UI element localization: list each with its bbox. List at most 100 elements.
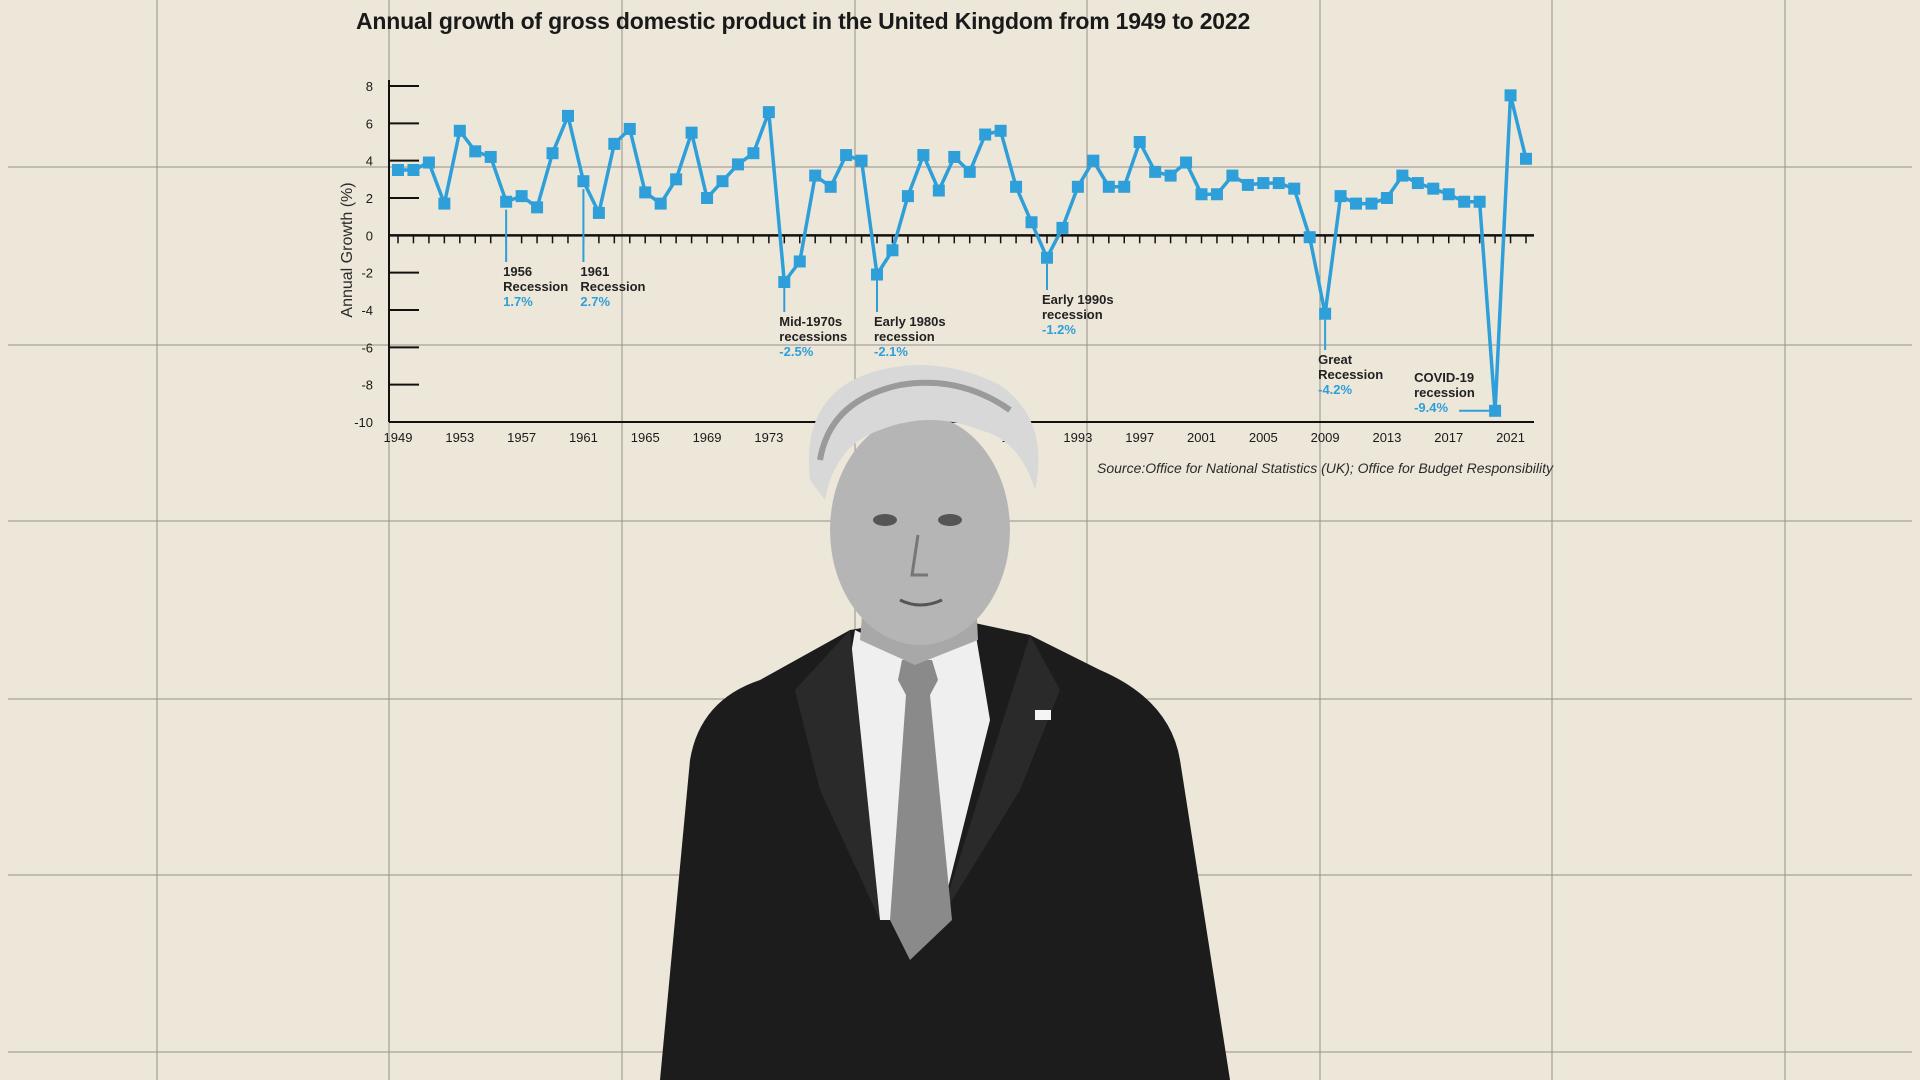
data-point — [1133, 136, 1146, 148]
data-point — [531, 201, 544, 214]
data-point — [1520, 152, 1532, 165]
data-point — [1303, 231, 1316, 244]
annotation-value: -2.5% — [779, 344, 814, 359]
data-point — [1473, 195, 1486, 208]
x-tick-label: 1965 — [631, 430, 660, 445]
data-point — [654, 197, 667, 210]
data-point — [1350, 197, 1363, 210]
data-point — [1504, 89, 1517, 102]
data-point — [855, 154, 868, 167]
x-tick-label: 2017 — [1434, 430, 1463, 445]
data-point — [948, 150, 961, 163]
data-point — [422, 156, 435, 169]
data-point — [1180, 156, 1193, 169]
data-point — [500, 195, 513, 208]
y-tick-label: 8 — [366, 79, 373, 94]
data-point — [1458, 195, 1471, 208]
data-point — [994, 124, 1007, 137]
data-point — [469, 145, 482, 158]
data-point — [438, 197, 451, 210]
x-tick-label: 2013 — [1372, 430, 1401, 445]
data-point — [731, 158, 744, 171]
data-point — [1319, 307, 1332, 320]
annotation-label: 1961 — [580, 264, 610, 279]
y-tick-label: 2 — [366, 191, 373, 206]
annotation-label: Mid-1970s — [779, 314, 843, 329]
data-point — [886, 244, 899, 257]
data-point — [778, 276, 791, 288]
data-point — [561, 109, 574, 122]
data-point — [1164, 169, 1177, 182]
data-point — [871, 268, 884, 281]
annotation: Great Recession -4.2% — [1318, 352, 1383, 397]
data-point — [1025, 216, 1038, 229]
data-point — [1010, 180, 1023, 193]
x-tick-label: 1949 — [384, 430, 413, 445]
y-tick-label: 6 — [366, 116, 373, 131]
data-point — [1365, 197, 1378, 210]
data-point — [809, 169, 822, 182]
annotation-value: 2.7% — [580, 294, 611, 309]
data-point — [1149, 165, 1162, 178]
data-point — [670, 173, 683, 186]
data-point — [1241, 178, 1254, 191]
data-point — [1195, 188, 1208, 201]
data-point — [592, 206, 605, 219]
annotation: Mid-1970s recessions -2.5% — [779, 314, 847, 359]
data-point — [1334, 190, 1347, 203]
x-tick-label: 1969 — [693, 430, 722, 445]
data-point — [1056, 221, 1069, 234]
data-point — [1102, 180, 1115, 193]
annotation-value: -4.2% — [1318, 382, 1353, 397]
data-point — [963, 165, 976, 178]
data-point — [793, 255, 806, 268]
data-point — [1257, 177, 1270, 190]
data-point — [639, 186, 652, 199]
y-axis-label: Annual Growth (%) — [339, 182, 356, 318]
y-tick-label: -6 — [361, 340, 373, 355]
data-point — [747, 147, 760, 160]
data-point — [1396, 169, 1409, 182]
data-point — [1288, 182, 1301, 195]
data-point — [716, 175, 729, 188]
data-point — [762, 106, 775, 119]
data-point — [484, 150, 497, 163]
annotation: 1956 Recession 1.7% — [503, 264, 568, 309]
annotation: Early 1980s recession -2.1% — [874, 314, 946, 359]
annotation: 1961 Recession 2.7% — [580, 264, 645, 309]
data-point — [453, 124, 466, 137]
annotation: Early 1990s recession -1.2% — [1042, 292, 1114, 337]
data-point — [515, 190, 528, 203]
data-point — [1226, 169, 1239, 182]
annotation-value: -2.1% — [874, 344, 908, 359]
data-point — [1489, 404, 1502, 417]
data-point — [1272, 177, 1285, 190]
x-tick-label: 1957 — [507, 430, 536, 445]
data-point — [917, 149, 930, 162]
x-tick-label: 1961 — [569, 430, 598, 445]
chart-title: Annual growth of gross domestic product … — [356, 8, 1251, 34]
source-note: Source:Office for National Statistics (U… — [1097, 460, 1553, 476]
annotation-label: 1956 — [503, 264, 533, 279]
data-point — [1071, 180, 1084, 193]
annotation-label: recession — [1041, 307, 1103, 322]
data-point — [1118, 180, 1131, 193]
annotation-label: Recession — [580, 279, 646, 294]
annotation-label: Recession — [1318, 367, 1384, 382]
data-point — [1087, 154, 1100, 167]
annotation-value: 1.7% — [503, 294, 533, 309]
annotation-label: recession — [874, 329, 935, 344]
data-point — [577, 175, 590, 188]
annotation-label: Great — [1318, 352, 1353, 367]
data-point — [1427, 182, 1440, 195]
data-point — [685, 126, 698, 139]
data-point — [1210, 188, 1223, 201]
annotation: COVID-19 recession -9.4% — [1414, 370, 1475, 415]
y-tick-label: -10 — [354, 415, 373, 430]
y-tick-label: 0 — [366, 228, 373, 243]
data-point — [840, 149, 853, 162]
x-tick-label: 1993 — [1063, 430, 1092, 445]
x-tick-label: 1953 — [445, 430, 474, 445]
annotation-label: recessions — [779, 329, 848, 344]
